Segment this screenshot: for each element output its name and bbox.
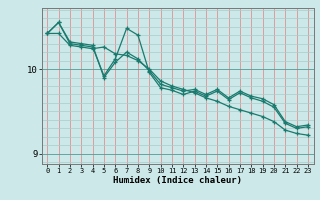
X-axis label: Humidex (Indice chaleur): Humidex (Indice chaleur) — [113, 176, 242, 185]
